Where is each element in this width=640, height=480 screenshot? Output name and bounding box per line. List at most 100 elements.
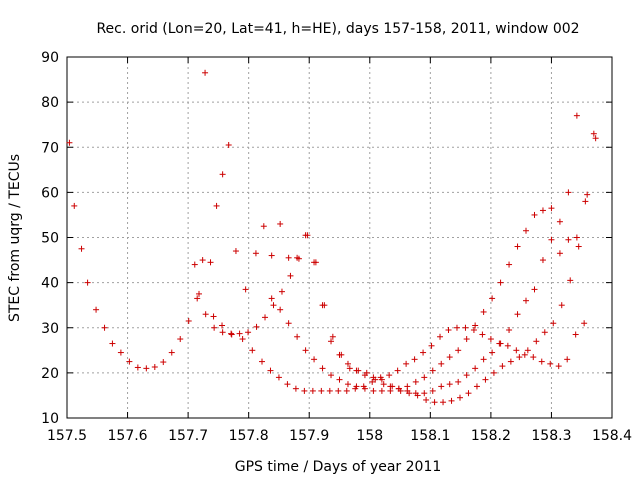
data-point	[582, 198, 589, 205]
data-point	[343, 387, 350, 394]
data-point	[446, 354, 453, 361]
data-point	[302, 232, 309, 239]
data-point	[523, 297, 530, 304]
data-point	[213, 202, 220, 209]
y-tick-label: 40	[41, 276, 59, 292]
data-point	[412, 378, 419, 385]
data-point	[455, 378, 462, 385]
data-point	[547, 360, 554, 367]
data-point	[538, 358, 545, 365]
data-point	[463, 372, 470, 379]
data-point	[506, 261, 513, 268]
y-tick-label: 30	[41, 321, 59, 337]
y-tick-label: 70	[41, 140, 59, 156]
data-point	[361, 372, 368, 379]
data-point	[457, 394, 464, 401]
data-point	[346, 365, 353, 372]
data-point	[440, 399, 447, 406]
data-point	[513, 347, 520, 354]
data-point	[548, 236, 555, 243]
data-point	[78, 245, 85, 252]
x-tick-label: 157.7	[168, 428, 208, 444]
x-tick-label: 158.3	[531, 428, 571, 444]
data-point	[590, 130, 597, 137]
data-point	[438, 360, 445, 367]
y-tick-label: 20	[41, 366, 59, 382]
data-point	[126, 358, 133, 365]
data-point	[489, 295, 496, 302]
data-point	[93, 306, 100, 313]
data-point	[319, 365, 326, 372]
data-point	[531, 286, 538, 293]
data-point	[431, 399, 438, 406]
data-point	[101, 324, 108, 331]
data-point	[572, 331, 579, 338]
data-point	[550, 320, 557, 327]
data-point	[292, 385, 299, 392]
data-point	[489, 349, 496, 356]
x-tick-label: 157.5	[47, 428, 87, 444]
data-point	[249, 347, 256, 354]
data-point	[463, 336, 470, 343]
chart-title: Rec. orid (Lon=20, Lat=41, h=HE), days 1…	[96, 21, 579, 37]
data-point	[294, 254, 301, 261]
data-point	[423, 396, 430, 403]
data-point	[573, 112, 580, 119]
data-point	[66, 139, 73, 146]
data-point	[480, 356, 487, 363]
data-point	[539, 257, 546, 264]
x-tick-label: 158.1	[410, 428, 450, 444]
data-point	[421, 390, 428, 397]
data-point	[277, 220, 284, 227]
data-point	[225, 141, 232, 148]
y-tick-label: 80	[41, 95, 59, 111]
data-point	[497, 279, 504, 286]
data-point	[507, 358, 514, 365]
data-point	[134, 364, 141, 371]
data-point	[301, 387, 308, 394]
data-point	[260, 223, 267, 230]
data-point	[514, 243, 521, 250]
x-tick-label: 158.2	[471, 428, 511, 444]
data-point	[168, 349, 175, 356]
data-point	[284, 381, 291, 388]
data-point	[584, 191, 591, 198]
data-point	[344, 381, 351, 388]
data-point	[285, 254, 292, 261]
data-point	[482, 376, 489, 383]
data-point	[328, 372, 335, 379]
data-point	[336, 351, 343, 358]
data-point	[219, 329, 226, 336]
data-points	[66, 69, 599, 406]
data-point	[479, 331, 486, 338]
y-tick-label: 90	[41, 50, 59, 66]
data-point	[370, 374, 377, 381]
data-point	[277, 306, 284, 313]
data-point	[462, 324, 469, 331]
data-point	[395, 385, 402, 392]
y-tick-label: 50	[41, 231, 59, 247]
data-point	[268, 252, 275, 259]
data-point	[185, 317, 192, 324]
data-point	[242, 286, 249, 293]
data-point	[202, 69, 209, 76]
y-tick-label: 10	[41, 411, 59, 427]
data-point	[506, 327, 513, 334]
data-point	[369, 378, 376, 385]
x-axis-ticks: 157.5 157.6 157.7 157.8 157.9 158 158.1 158.2 15…	[47, 57, 632, 444]
data-point	[285, 320, 292, 327]
data-point	[429, 387, 436, 394]
data-point	[480, 308, 487, 315]
data-point	[319, 302, 326, 309]
data-point	[524, 347, 531, 354]
data-point	[302, 347, 309, 354]
data-point	[71, 202, 78, 209]
data-point	[361, 385, 368, 392]
data-point	[487, 336, 494, 343]
x-tick-label: 158	[356, 428, 383, 444]
data-point	[428, 342, 435, 349]
data-point	[353, 367, 360, 374]
data-point	[472, 365, 479, 372]
data-point	[211, 324, 218, 331]
data-point	[151, 364, 158, 371]
